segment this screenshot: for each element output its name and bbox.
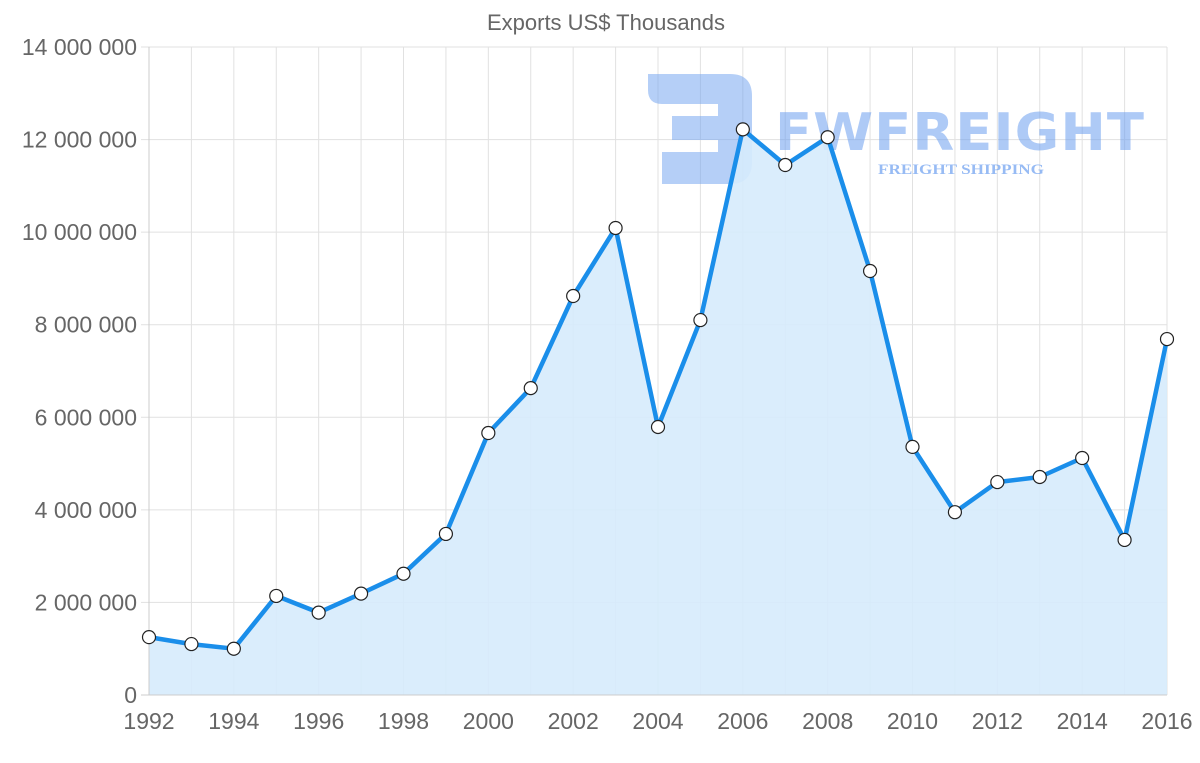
x-tick-label: 2008 <box>802 708 853 734</box>
data-point-1993[interactable] <box>184 636 199 652</box>
data-point-2013[interactable] <box>1032 469 1047 485</box>
data-point-1994[interactable] <box>226 641 241 656</box>
x-tick-label: 1994 <box>208 708 259 734</box>
x-tick-label: 2002 <box>548 708 599 734</box>
data-point-2009[interactable] <box>862 263 878 279</box>
data-points <box>141 122 1175 656</box>
data-point-2003[interactable] <box>608 220 623 236</box>
chart-title: Exports US$ Thousands <box>487 10 725 35</box>
data-point-2001[interactable] <box>523 381 538 396</box>
y-tick-label: 8 000 000 <box>35 312 137 338</box>
data-point-2008[interactable] <box>820 130 835 145</box>
data-point-2006[interactable] <box>735 122 750 137</box>
data-point-1997[interactable] <box>353 586 369 601</box>
x-tick-label: 2014 <box>1057 708 1108 734</box>
y-tick-label: 0 <box>124 682 137 708</box>
data-point-2015[interactable] <box>1117 532 1132 548</box>
data-point-1996[interactable] <box>311 605 326 620</box>
data-point-2007[interactable] <box>778 157 793 173</box>
data-point-2014[interactable] <box>1075 450 1090 466</box>
data-point-2005[interactable] <box>693 312 708 328</box>
y-tick-label: 6 000 000 <box>35 404 137 430</box>
x-tick-label: 1996 <box>293 708 344 734</box>
data-point-1999[interactable] <box>438 526 454 542</box>
data-point-2000[interactable] <box>481 425 496 441</box>
data-point-2002[interactable] <box>566 288 581 304</box>
x-tick-label: 2004 <box>632 708 683 734</box>
fwfreight-logo-icon <box>648 74 752 184</box>
x-tick-label: 2016 <box>1141 708 1192 734</box>
x-tick-label: 1992 <box>123 708 174 734</box>
y-tick-label: 14 000 000 <box>22 34 137 60</box>
data-point-2010[interactable] <box>905 439 920 455</box>
y-tick-label: 12 000 000 <box>22 127 137 153</box>
y-tick-label: 4 000 000 <box>35 497 137 523</box>
x-tick-label: 2010 <box>887 708 938 734</box>
data-point-2011[interactable] <box>947 505 963 520</box>
watermark-tagline: FREIGHT SHIPPING <box>878 162 1044 178</box>
y-tick-label: 10 000 000 <box>22 219 137 245</box>
y-axis-ticks: 0 2 000 000 4 000 000 6 000 000 8 000 000 10 … <box>22 34 137 708</box>
x-tick-label: 2006 <box>717 708 768 734</box>
y-tick-label: 2 000 000 <box>35 589 137 615</box>
area-fill <box>149 129 1167 695</box>
fwfreight-watermark: FWFREIGHT FREIGHT SHIPPING <box>648 74 1145 184</box>
watermark-brand: FWFREIGHT <box>775 103 1145 163</box>
data-point-2012[interactable] <box>990 474 1005 490</box>
x-tick-label: 2012 <box>972 708 1023 734</box>
x-tick-label: 2000 <box>463 708 514 734</box>
data-point-1998[interactable] <box>396 566 411 581</box>
data-point-2016[interactable] <box>1159 331 1175 347</box>
x-tick-label: 1998 <box>378 708 429 734</box>
data-point-2004[interactable] <box>650 419 666 435</box>
x-axis-ticks: 1992 1994 1996 1998 2000 2002 2004 2006 2008 2010… <box>123 708 1192 734</box>
data-point-1992[interactable] <box>141 630 157 645</box>
data-point-1995[interactable] <box>269 588 284 604</box>
